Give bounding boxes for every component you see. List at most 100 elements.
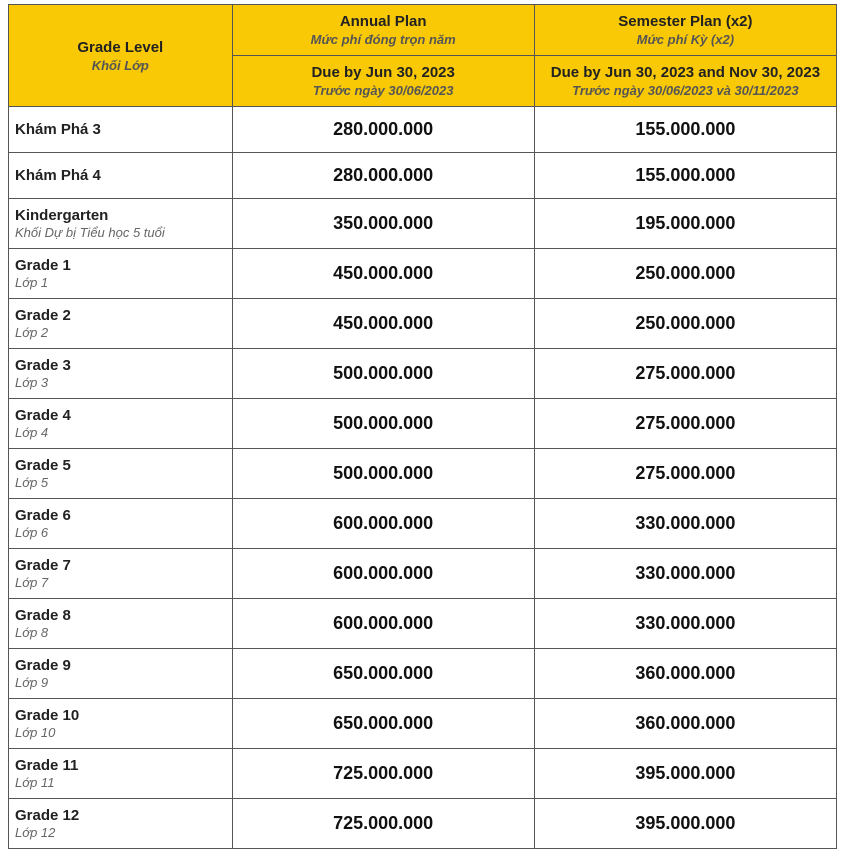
semester-price: 330.000.000: [534, 499, 836, 549]
grade-cell: Grade 3Lớp 3: [9, 349, 233, 399]
annual-price: 450.000.000: [232, 299, 534, 349]
header-semester-sub: Mức phí Kỳ (x2): [539, 32, 832, 47]
table-row: Grade 5Lớp 5500.000.000275.000.000: [9, 449, 837, 499]
table-row: Grade 12Lớp 12725.000.000395.000.000: [9, 799, 837, 849]
header-semester-due-main: Due by Jun 30, 2023 and Nov 30, 2023: [539, 64, 832, 81]
table-row: Grade 10Lớp 10650.000.000360.000.000: [9, 699, 837, 749]
grade-cell: Grade 7Lớp 7: [9, 549, 233, 599]
grade-main: Grade 4: [15, 407, 226, 424]
table-row: Grade 6Lớp 6600.000.000330.000.000: [9, 499, 837, 549]
table-row: KindergartenKhối Dự bị Tiểu học 5 tuổi35…: [9, 199, 837, 249]
grade-sub: Lớp 2: [15, 325, 226, 340]
grade-cell: Grade 11Lớp 11: [9, 749, 233, 799]
grade-main: Khám Phá 3: [15, 121, 226, 138]
semester-price: 275.000.000: [534, 349, 836, 399]
table-row: Grade 4Lớp 4500.000.000275.000.000: [9, 399, 837, 449]
semester-price: 275.000.000: [534, 399, 836, 449]
table-row: Grade 7Lớp 7600.000.000330.000.000: [9, 549, 837, 599]
header-grade-main: Grade Level: [13, 39, 228, 56]
semester-price: 330.000.000: [534, 549, 836, 599]
annual-price: 600.000.000: [232, 499, 534, 549]
annual-price: 725.000.000: [232, 749, 534, 799]
grade-cell: KindergartenKhối Dự bị Tiểu học 5 tuổi: [9, 199, 233, 249]
grade-main: Grade 6: [15, 507, 226, 524]
grade-cell: Khám Phá 4: [9, 153, 233, 199]
grade-cell: Grade 2Lớp 2: [9, 299, 233, 349]
semester-price: 395.000.000: [534, 799, 836, 849]
annual-price: 600.000.000: [232, 549, 534, 599]
header-annual-due: Due by Jun 30, 2023 Trước ngày 30/06/202…: [232, 56, 534, 107]
grade-sub: Lớp 4: [15, 425, 226, 440]
grade-main: Grade 9: [15, 657, 226, 674]
annual-price: 350.000.000: [232, 199, 534, 249]
annual-price: 500.000.000: [232, 449, 534, 499]
header-semester-due-sub: Trước ngày 30/06/2023 và 30/11/2023: [539, 83, 832, 98]
grade-sub: Lớp 12: [15, 825, 226, 840]
annual-price: 280.000.000: [232, 153, 534, 199]
grade-main: Grade 11: [15, 757, 226, 774]
semester-price: 250.000.000: [534, 299, 836, 349]
header-grade: Grade Level Khối Lớp: [9, 5, 233, 107]
grade-sub: Lớp 11: [15, 775, 226, 790]
header-annual-main: Annual Plan: [237, 13, 530, 30]
annual-price: 600.000.000: [232, 599, 534, 649]
table-row: Grade 9Lớp 9650.000.000360.000.000: [9, 649, 837, 699]
grade-sub: Lớp 9: [15, 675, 226, 690]
grade-sub: Lớp 10: [15, 725, 226, 740]
grade-sub: Lớp 3: [15, 375, 226, 390]
table-row: Khám Phá 4280.000.000155.000.000: [9, 153, 837, 199]
grade-cell: Grade 10Lớp 10: [9, 699, 233, 749]
table-body: Khám Phá 3280.000.000155.000.000Khám Phá…: [9, 107, 837, 849]
annual-price: 450.000.000: [232, 249, 534, 299]
annual-price: 650.000.000: [232, 699, 534, 749]
header-semester: Semester Plan (x2) Mức phí Kỳ (x2): [534, 5, 836, 56]
semester-price: 395.000.000: [534, 749, 836, 799]
grade-main: Grade 10: [15, 707, 226, 724]
grade-cell: Grade 4Lớp 4: [9, 399, 233, 449]
grade-main: Grade 12: [15, 807, 226, 824]
semester-price: 155.000.000: [534, 153, 836, 199]
semester-price: 195.000.000: [534, 199, 836, 249]
grade-cell: Grade 8Lớp 8: [9, 599, 233, 649]
grade-sub: Lớp 7: [15, 575, 226, 590]
grade-sub: Lớp 5: [15, 475, 226, 490]
header-annual-due-sub: Trước ngày 30/06/2023: [237, 83, 530, 98]
semester-price: 360.000.000: [534, 649, 836, 699]
grade-main: Grade 1: [15, 257, 226, 274]
annual-price: 280.000.000: [232, 107, 534, 153]
semester-price: 275.000.000: [534, 449, 836, 499]
grade-main: Grade 7: [15, 557, 226, 574]
grade-cell: Grade 1Lớp 1: [9, 249, 233, 299]
grade-cell: Khám Phá 3: [9, 107, 233, 153]
grade-main: Kindergarten: [15, 207, 226, 224]
grade-sub: Lớp 6: [15, 525, 226, 540]
grade-cell: Grade 5Lớp 5: [9, 449, 233, 499]
grade-cell: Grade 6Lớp 6: [9, 499, 233, 549]
header-grade-sub: Khối Lớp: [13, 58, 228, 73]
annual-price: 650.000.000: [232, 649, 534, 699]
semester-price: 330.000.000: [534, 599, 836, 649]
table-row: Grade 1Lớp 1450.000.000250.000.000: [9, 249, 837, 299]
grade-sub: Khối Dự bị Tiểu học 5 tuổi: [15, 225, 226, 240]
annual-price: 500.000.000: [232, 399, 534, 449]
semester-price: 360.000.000: [534, 699, 836, 749]
semester-price: 155.000.000: [534, 107, 836, 153]
table-row: Grade 3Lớp 3500.000.000275.000.000: [9, 349, 837, 399]
table-row: Grade 2Lớp 2450.000.000250.000.000: [9, 299, 837, 349]
grade-sub: Lớp 1: [15, 275, 226, 290]
header-annual-sub: Mức phí đóng trọn năm: [237, 32, 530, 47]
table-header: Grade Level Khối Lớp Annual Plan Mức phí…: [9, 5, 837, 107]
table-row: Grade 8Lớp 8600.000.000330.000.000: [9, 599, 837, 649]
grade-main: Grade 2: [15, 307, 226, 324]
fee-table: Grade Level Khối Lớp Annual Plan Mức phí…: [8, 4, 837, 849]
table-row: Grade 11Lớp 11725.000.000395.000.000: [9, 749, 837, 799]
semester-price: 250.000.000: [534, 249, 836, 299]
grade-main: Grade 3: [15, 357, 226, 374]
grade-cell: Grade 9Lớp 9: [9, 649, 233, 699]
header-annual-due-main: Due by Jun 30, 2023: [237, 64, 530, 81]
grade-main: Grade 5: [15, 457, 226, 474]
table-row: Khám Phá 3 280.000.000155.000.000: [9, 107, 837, 153]
header-semester-due: Due by Jun 30, 2023 and Nov 30, 2023 Trư…: [534, 56, 836, 107]
header-semester-main: Semester Plan (x2): [539, 13, 832, 30]
grade-main: Grade 8: [15, 607, 226, 624]
